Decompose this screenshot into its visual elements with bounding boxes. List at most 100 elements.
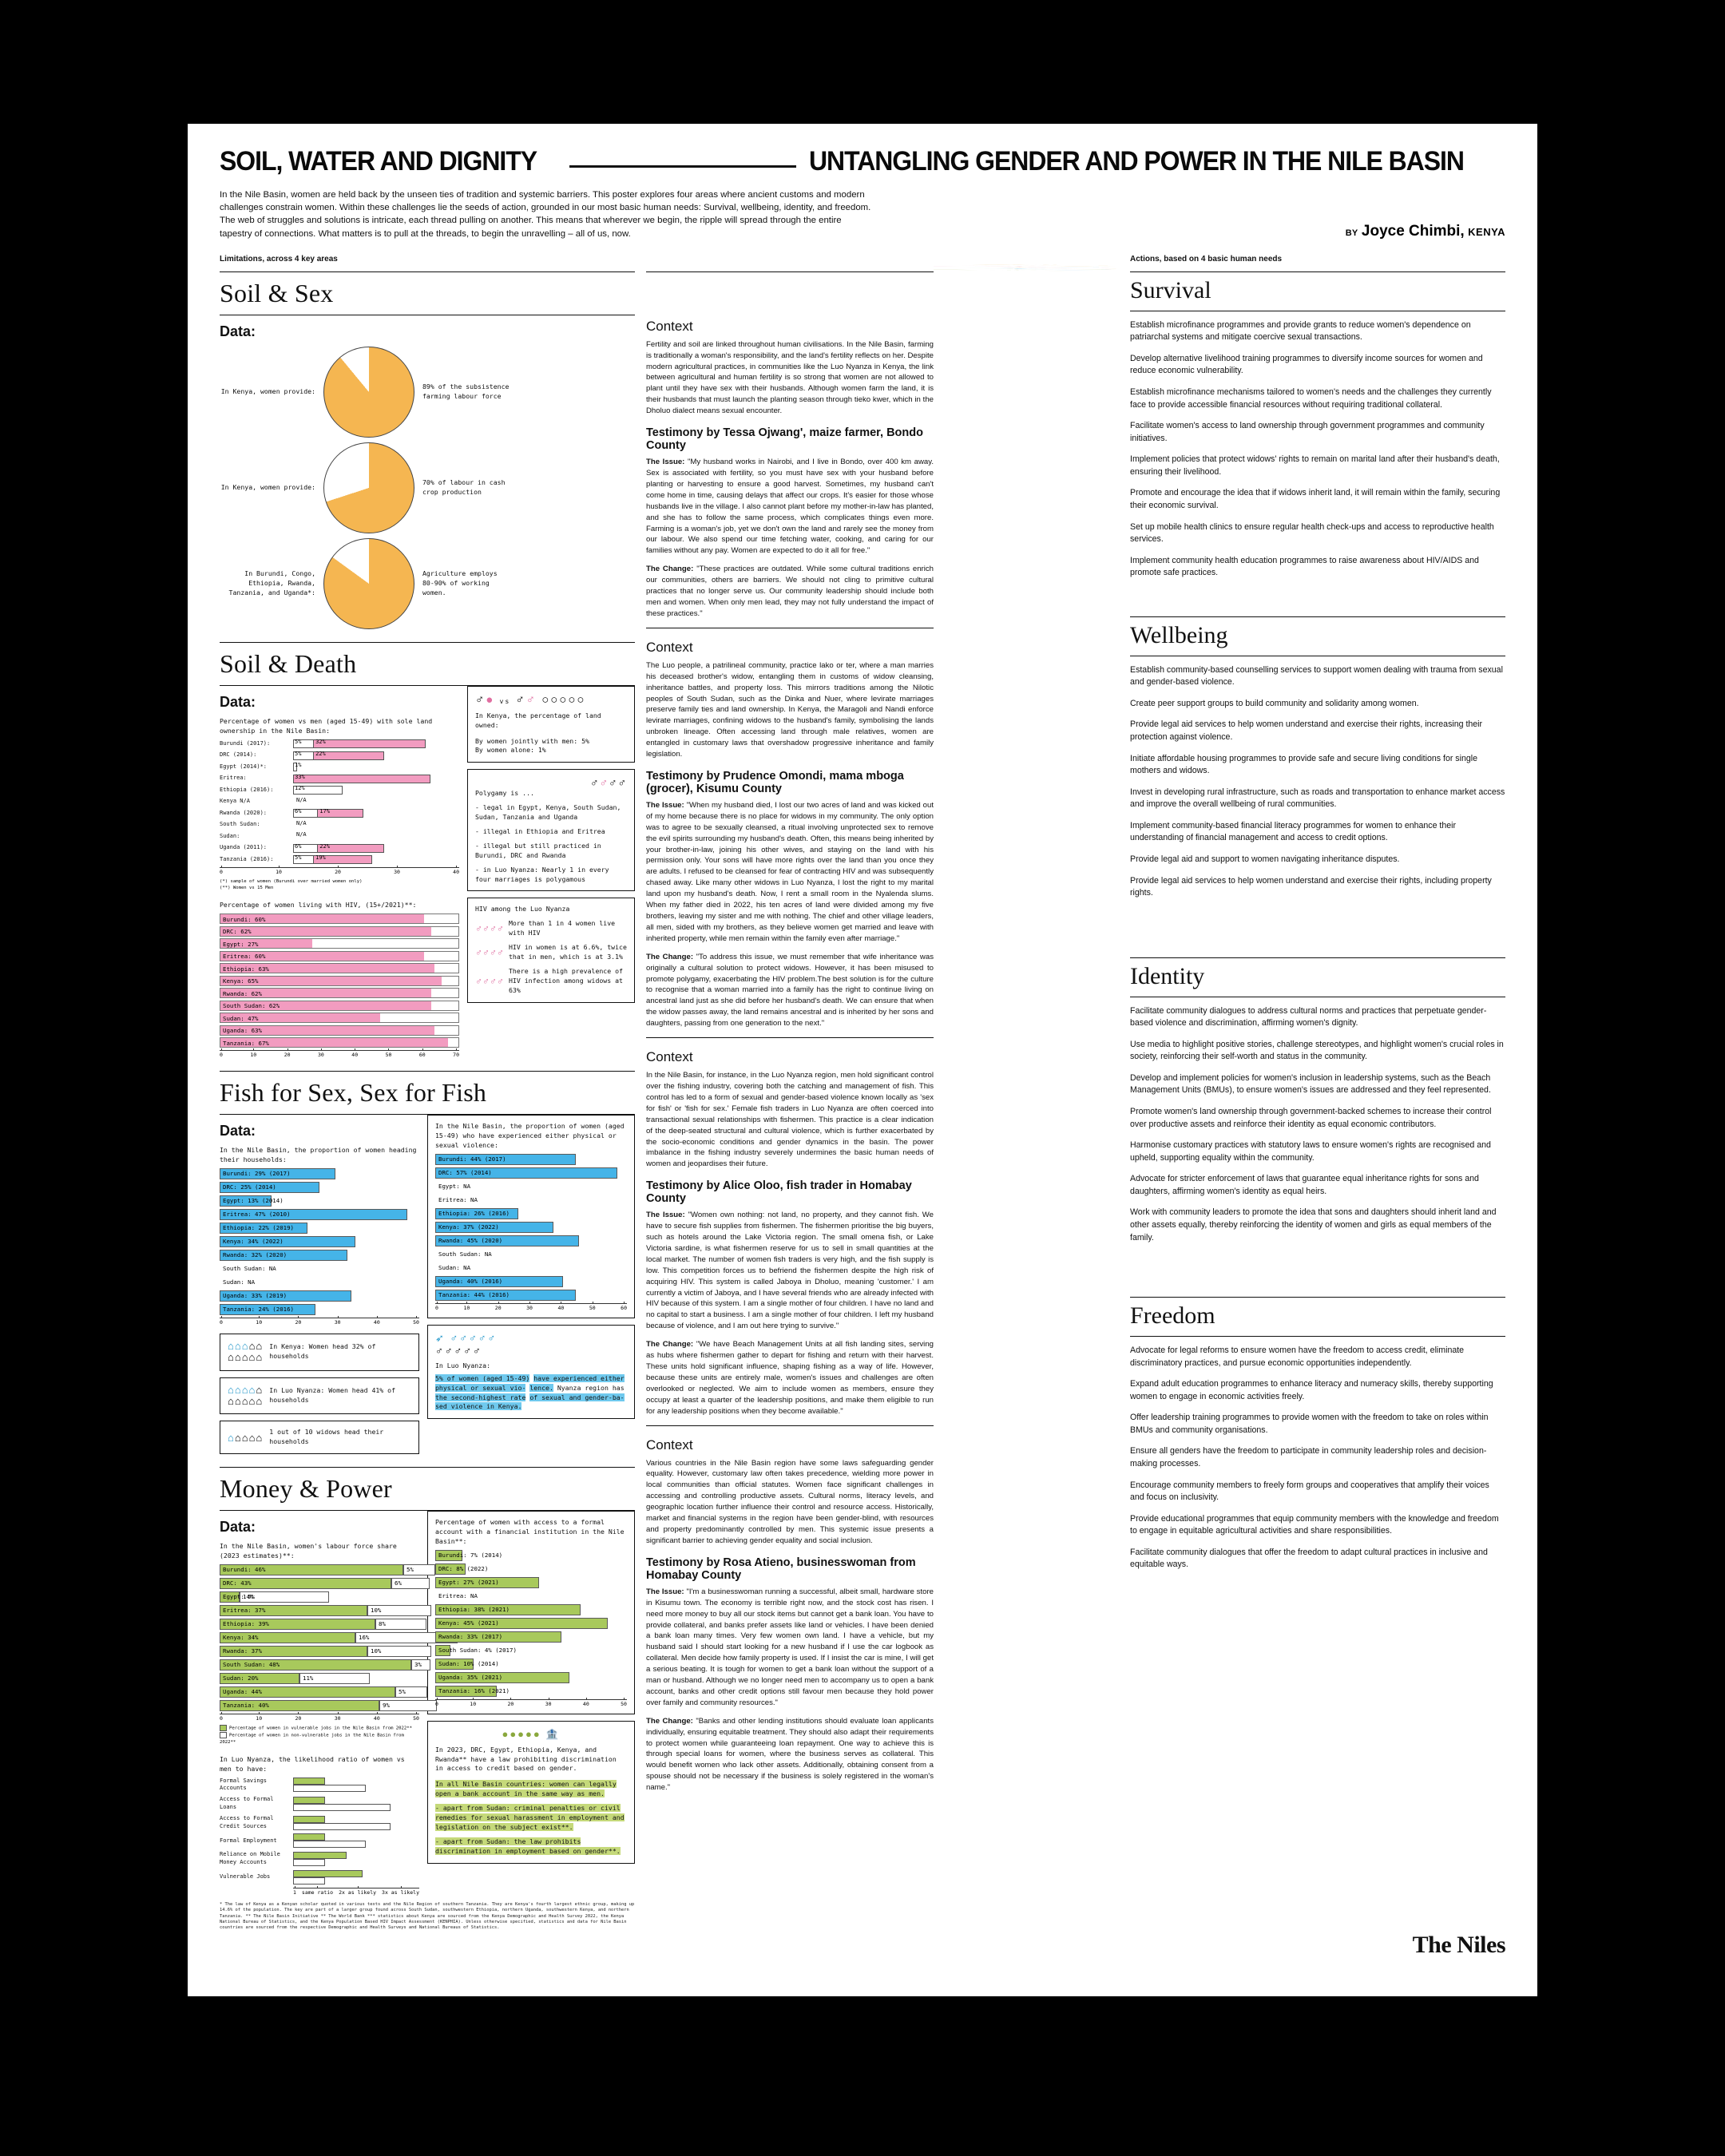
- context-column: Context Fertility and soil are linked th…: [635, 264, 934, 1801]
- bar-label: Egypt: 13% (2014): [223, 1196, 284, 1204]
- chart-bar-row: Ethiopia: 26% (2016): [435, 1207, 627, 1219]
- bar-category-label: Ethiopia (2016):: [220, 786, 274, 793]
- soil-death-data-split: Data: Percentage of women vs men (aged 1…: [220, 685, 635, 1058]
- pie-agriculture: [323, 537, 414, 629]
- axis-tick: 30: [394, 865, 400, 875]
- bar-label: DRC: 25% (2014): [223, 1183, 276, 1191]
- axis-tick: 20: [295, 1315, 302, 1326]
- section-heading: Soil & Sex: [220, 278, 334, 307]
- bar-fill: [220, 989, 431, 998]
- data-label: Data:: [220, 1123, 256, 1139]
- chart-axis: 0 10 20 30 40 50: [220, 1711, 419, 1722]
- bar-men: [293, 1841, 366, 1849]
- bar-non-vulnerable: [375, 1618, 426, 1630]
- chart-bar-row: Vulnerable Jobs: [220, 1870, 419, 1885]
- testimony-issue: The Issue: "I'm a businesswoman running …: [646, 1587, 934, 1709]
- chart-bar-row: Burundi: 46% 5%: [220, 1563, 435, 1575]
- bar-value-men: 19%: [315, 854, 326, 862]
- chart-bar-row: Rwanda: 62%: [220, 988, 459, 999]
- bar-label: Rwanda: 45% (2020): [438, 1236, 503, 1244]
- testimony-change: The Change: "These practices are outdate…: [646, 564, 934, 620]
- labour-legend: Percentage of women in vulnerable jobs i…: [220, 1724, 419, 1746]
- chart-bar-row: Rwanda: 45% (2020): [435, 1235, 627, 1246]
- women-icons: ♂♂♂♂: [475, 923, 504, 935]
- bar-label-vulnerable: Eritrea: 37%: [223, 1606, 266, 1614]
- brand-logo: The Niles: [1412, 1931, 1506, 1958]
- bar-value-women: 1%: [295, 762, 302, 769]
- bar-label: Burundi: 44% (2017): [438, 1155, 506, 1163]
- chart-bar-row: DRC: 57% (2014): [435, 1167, 627, 1179]
- bar-women: [293, 855, 314, 865]
- bar-fill: [220, 1025, 435, 1035]
- bar-na-label: N/A: [296, 819, 307, 826]
- context-soil-sex: Context Fertility and soil are linked th…: [646, 271, 934, 620]
- need-item: Facilitate community dialogues to addres…: [1130, 1005, 1487, 1028]
- legend-swatch-nonvulnerable: [220, 1731, 227, 1738]
- need-item: Work with community leaders to promote t…: [1130, 1207, 1497, 1242]
- bar-men: [293, 1804, 391, 1812]
- bar-women: [293, 809, 319, 818]
- need-item: Offer leadership training programmes to …: [1130, 1413, 1489, 1435]
- pin-icon: ●: [486, 692, 495, 707]
- chart-bar-row: Burundi: 60%: [220, 914, 459, 925]
- chart-bar-row: Ethiopia (2016): 12%: [220, 785, 459, 795]
- axis-tick: 70: [453, 1048, 459, 1059]
- person-icon: ♂: [515, 692, 526, 707]
- house-icons: ⌂⌂⌂⌂⌂ ⌂⌂⌂⌂⌂: [228, 1383, 264, 1407]
- need-wellbeing: Wellbeing Establish community-based coun…: [1130, 616, 1505, 900]
- chart-bar-row: Access to Formal Loans: [220, 1796, 419, 1812]
- chart-bar-row: Kenya: 65%: [220, 975, 459, 986]
- bar-non-vulnerable: [299, 1672, 370, 1684]
- bar-fill: [435, 1167, 617, 1179]
- soil-death-pictograms: ♂● vs ♂♂ ○○○○○ In Kenya, the percentage …: [467, 685, 635, 1058]
- byline: BY Joyce Chimbi, KENYA: [1346, 223, 1505, 240]
- need-list: Advocate for legal reforms to ensure wom…: [1130, 1345, 1505, 1571]
- context-soil-death: Context The Luo people, a patrilineal co…: [646, 627, 934, 1029]
- kicker-actions: Actions, based on 4 basic human needs: [1130, 254, 1283, 264]
- need-heading: Freedom: [1130, 1302, 1215, 1330]
- bar-label: Burundi: 60%: [223, 915, 266, 923]
- house-icons: ⌂⌂⌂⌂⌂ ⌂⌂⌂⌂⌂: [228, 1339, 264, 1364]
- axis-tick: 40: [557, 1301, 565, 1311]
- bar-fill: [220, 926, 431, 936]
- chart-bar-row: Burundi (2017): 32% 5%: [220, 739, 459, 749]
- bar-label-vulnerable: Burundi: 46%: [223, 1565, 266, 1573]
- chart-bar-row: DRC: 8% (2022): [435, 1563, 627, 1575]
- need-item: Provide legal aid services to help women…: [1130, 875, 1492, 898]
- title-divider-rule: [569, 165, 796, 168]
- bar-label: Egypt: 27% (2021): [438, 1578, 499, 1586]
- chart-bar-row: DRC: 62%: [220, 925, 459, 937]
- pie-label-left: In Burundi, Congo, Ethiopia, Rwanda, Tan…: [228, 569, 315, 596]
- chart-bar-row: Eritrea: 33%: [220, 774, 459, 783]
- axis-tick: 0: [220, 1711, 223, 1722]
- need-item: Set up mobile health clinics to ensure r…: [1130, 521, 1494, 545]
- axis-tick: 50: [621, 1697, 627, 1707]
- chart-bar-row: Sudan: 47%: [220, 1013, 459, 1024]
- chart-bar-row: Reliance on Mobile Money Accounts: [220, 1851, 419, 1867]
- pie-label-right: 89% of the subsistence farming labour fo…: [422, 382, 510, 400]
- need-item: Initiate affordable housing programmes t…: [1130, 753, 1477, 776]
- bar-label: Tanzania: 16% (2021): [438, 1686, 510, 1694]
- bar-category-label: Vulnerable Jobs: [220, 1873, 271, 1881]
- section-money: Money & Power Data: In the Nile Basin, w…: [220, 1466, 635, 1932]
- hiv-luo-text: More than 1 in 4 women live with HIV: [509, 919, 616, 937]
- bar-label: Ethiopia: 22% (2019): [223, 1223, 294, 1231]
- labour-chart: Burundi: 46% 5% DRC: 43% 6% Egypt: 5% 14% Erit…: [220, 1563, 458, 1722]
- need-item: Encourage community members to freely fo…: [1130, 1480, 1489, 1503]
- need-item: Establish microfinance mechanisms tailor…: [1130, 387, 1492, 410]
- bar-non-vulnerable: [379, 1699, 437, 1711]
- axis-tick: 50: [413, 1315, 419, 1326]
- bar-value-men: 17%: [319, 808, 330, 815]
- soil-death-charts: Data: Percentage of women vs men (aged 1…: [220, 686, 459, 1058]
- need-item: Implement policies that protect widows' …: [1130, 454, 1500, 477]
- fish-households-chart-wrap: Data: In the Nile Basin, the proportion …: [220, 1115, 419, 1454]
- bar-label: Tanzania: 67%: [223, 1039, 269, 1047]
- need-item: Use media to highlight positive stories,…: [1130, 1039, 1504, 1062]
- chart-bar-row: South Sudan: 48% 3%: [220, 1659, 430, 1671]
- bar-vulnerable: [220, 1604, 367, 1616]
- luo-nyanza-fish-text: 5% of women (aged 15-49) have experience…: [435, 1373, 625, 1411]
- bar-non-vulnerable: [395, 1686, 427, 1698]
- need-item: Provide legal aid and support to women n…: [1130, 854, 1400, 864]
- bar-label: Rwanda: 32% (2020): [223, 1250, 288, 1258]
- polygamy-row: - illegal in Ethiopia and Eritrea: [475, 826, 605, 835]
